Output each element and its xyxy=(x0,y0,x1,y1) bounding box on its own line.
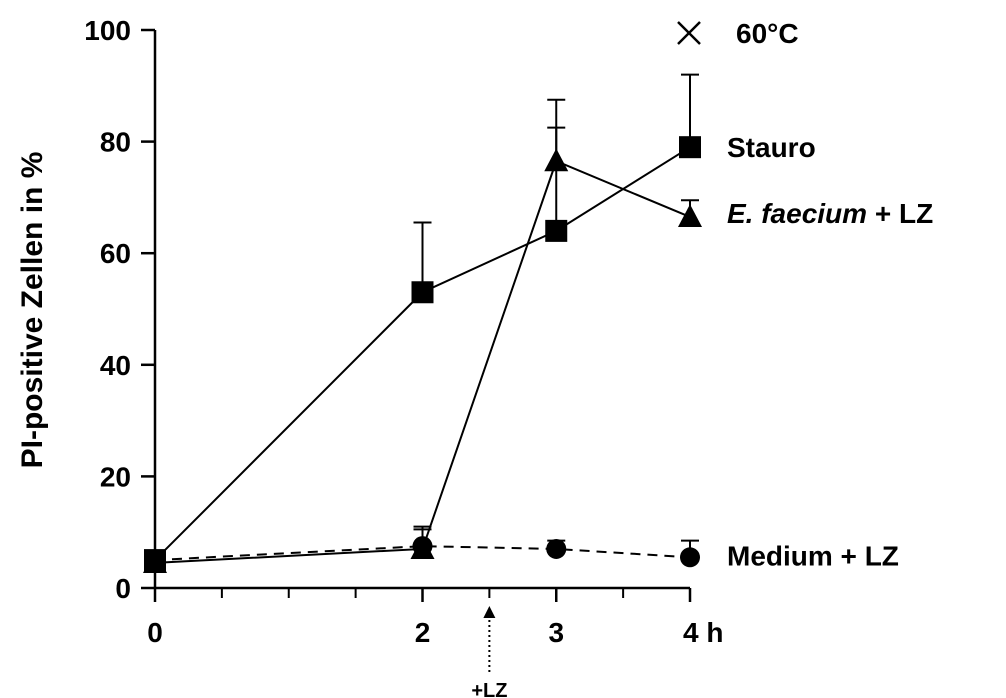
legend-rest-part: + LZ xyxy=(867,198,933,229)
legend: Stauro E. faecium + LZ Medium + LZ 60°C xyxy=(677,18,933,571)
circle-marker xyxy=(546,538,567,559)
x-tick-label: 4 h xyxy=(683,617,723,648)
annotation-label: +LZ xyxy=(471,680,507,698)
x-tick-label: 0 xyxy=(147,617,163,648)
legend-label-series-1: E. faecium + LZ xyxy=(727,198,933,229)
square-marker xyxy=(679,136,701,159)
legend-label-60c: 60°C xyxy=(736,18,799,49)
y-tick-label: 40 xyxy=(100,350,131,381)
x-tick-label: 3 xyxy=(548,617,564,648)
annotation-arrow-head xyxy=(483,606,496,618)
legend-label-series-2: Medium + LZ xyxy=(727,540,899,571)
y-tick-label: 20 xyxy=(100,461,131,492)
square-marker xyxy=(411,281,434,304)
legend-label-series-0: Stauro xyxy=(727,132,816,163)
triangle-marker xyxy=(410,536,435,560)
y-tick-label: 80 xyxy=(100,127,131,158)
x-marker xyxy=(677,21,701,45)
y-tick-label: 0 xyxy=(115,573,131,604)
series-line xyxy=(154,159,691,564)
x-tick-label: 2 xyxy=(415,617,431,648)
series-1 xyxy=(143,98,702,574)
y-axis-title: PI-positive Zellen in % xyxy=(16,152,49,469)
triangle-marker xyxy=(678,204,702,228)
series-layer xyxy=(143,73,702,574)
square-marker xyxy=(545,219,568,242)
series-0 xyxy=(144,73,701,572)
y-tick-label: 60 xyxy=(100,238,131,269)
x-marker-stroke xyxy=(677,21,701,45)
square-marker xyxy=(144,549,166,572)
axes xyxy=(141,28,692,602)
series-line xyxy=(154,545,691,562)
series-line xyxy=(154,146,691,561)
circle-marker xyxy=(680,547,700,568)
y-tick-label: 100 xyxy=(84,15,131,46)
legend-italic-part: E. faecium xyxy=(727,198,867,229)
labels: PI-positive Zellen in % 0 20 40 60 80 100 0 2 3 4… xyxy=(16,15,723,698)
